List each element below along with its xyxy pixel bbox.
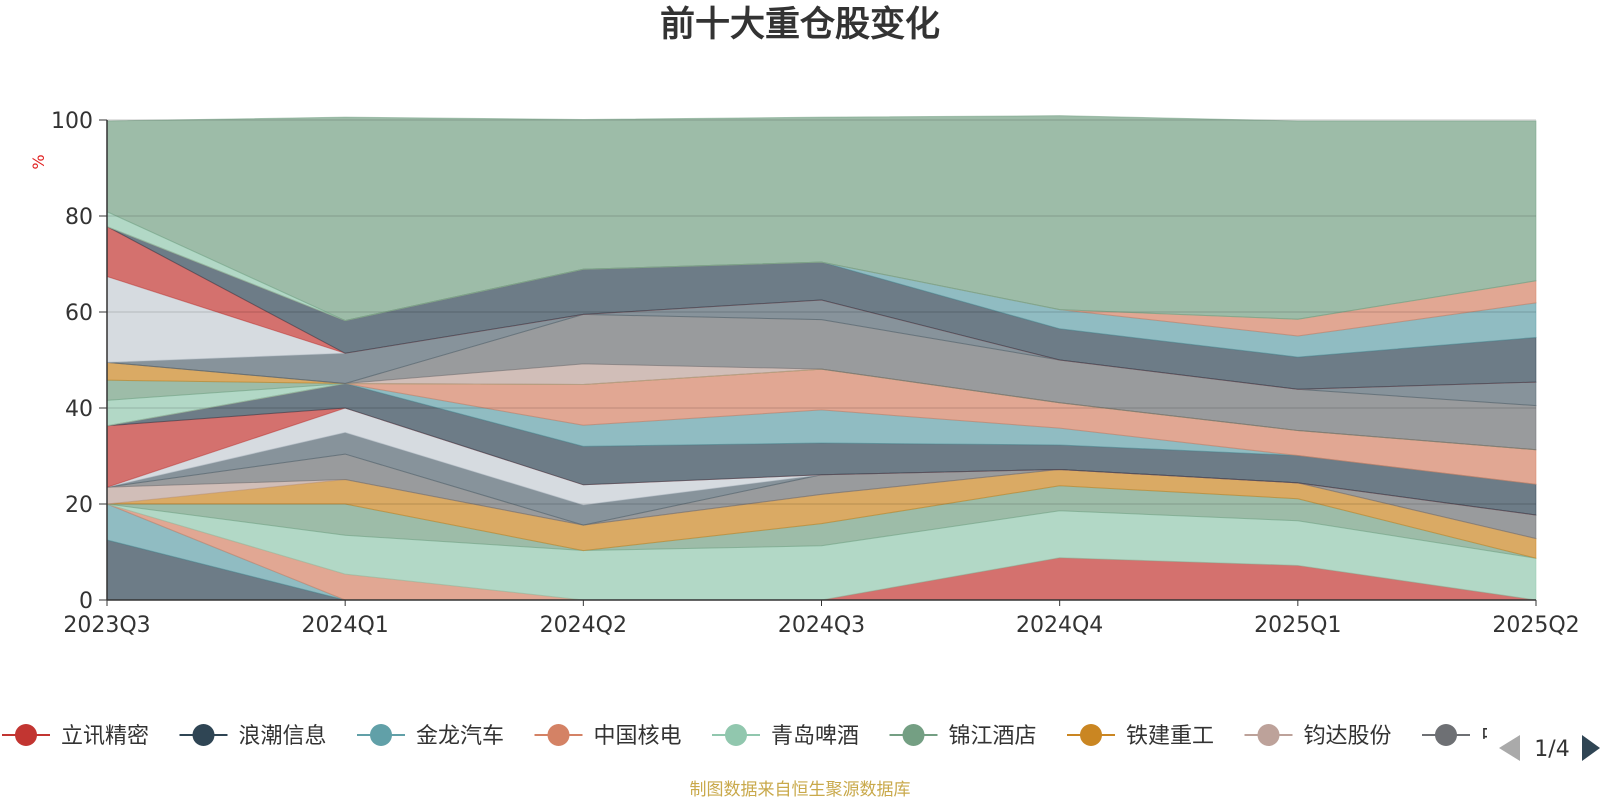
legend-pager: 1/4 [1499, 735, 1600, 762]
legend-label: 锦江酒店 [949, 724, 1037, 749]
legend-item[interactable]: 锦江酒店 [889, 724, 1037, 749]
legend-item[interactable]: 钧达股份 [1244, 724, 1392, 749]
legend-label: 铁建重工 [1126, 724, 1214, 749]
legend-label: 中兴通讯 [1481, 724, 1569, 749]
legend-item[interactable]: 中国核电 [534, 724, 682, 749]
y-axis-unit-label: % [29, 154, 48, 169]
y-axis-ticks: 0 20 40 60 80 100 [51, 109, 107, 614]
legend-marker-icon [547, 724, 570, 746]
legend-marker-icon [370, 724, 392, 746]
area-series [106, 115, 1537, 601]
x-tick-label: 2024Q3 [778, 613, 865, 638]
x-tick-label: 2025Q1 [1254, 613, 1341, 638]
x-tick-label: 2023Q3 [63, 613, 150, 638]
legend-label: 浪潮信息 [239, 724, 327, 749]
pager-next-icon[interactable] [1582, 735, 1600, 761]
legend-item[interactable]: 浪潮信息 [179, 724, 327, 749]
x-tick-label: 2024Q1 [302, 613, 389, 638]
legend-marker-icon [1435, 724, 1457, 746]
legend-item[interactable]: 金龙汽车 [357, 724, 504, 749]
legend-label: 中国核电 [594, 724, 682, 749]
pager-label: 1/4 [1534, 737, 1569, 762]
legend-item-truncated[interactable]: 中兴通讯 [1422, 724, 1569, 749]
legend-marker-icon [725, 724, 747, 746]
y-tick-label: 100 [51, 109, 93, 134]
legend: 立讯精密 浪潮信息 金龙汽车 中国核电 青岛啤酒 锦江酒店 铁建重工 钧达股份 中兴通讯 [2, 724, 1569, 749]
pager-prev-icon[interactable] [1499, 735, 1520, 761]
x-tick-label: 2024Q2 [540, 613, 627, 638]
legend-marker-icon [1080, 724, 1102, 746]
x-tick-label: 2024Q4 [1016, 613, 1103, 638]
chart-title: 前十大重仓股变化 [660, 5, 940, 45]
grid-lines-overlay [107, 119, 1536, 505]
y-tick-label: 60 [65, 301, 93, 326]
x-axis-ticks: 2023Q3 2024Q1 2024Q2 2024Q3 2024Q4 2025Q1 2025… [63, 600, 1580, 638]
legend-marker-icon [902, 724, 925, 746]
y-tick-label: 20 [65, 493, 93, 518]
legend-item[interactable]: 青岛啤酒 [712, 724, 859, 749]
y-tick-label: 80 [65, 205, 93, 230]
legend-item[interactable]: 立讯精密 [2, 724, 149, 749]
x-tick-label: 2025Q2 [1492, 613, 1579, 638]
legend-item[interactable]: 铁建重工 [1067, 724, 1214, 749]
legend-label: 钧达股份 [1304, 724, 1392, 749]
legend-label: 立讯精密 [61, 724, 149, 749]
legend-marker-icon [192, 724, 215, 746]
legend-label: 青岛啤酒 [771, 724, 859, 749]
legend-marker-icon [1257, 724, 1280, 746]
legend-label: 金龙汽车 [416, 724, 504, 749]
data-source-note: 制图数据来自恒生聚源数据库 [690, 780, 911, 800]
area-series-27 [106, 115, 1537, 322]
y-tick-label: 40 [65, 397, 93, 422]
legend-marker-icon [15, 724, 37, 746]
y-tick-label: 0 [79, 589, 93, 614]
